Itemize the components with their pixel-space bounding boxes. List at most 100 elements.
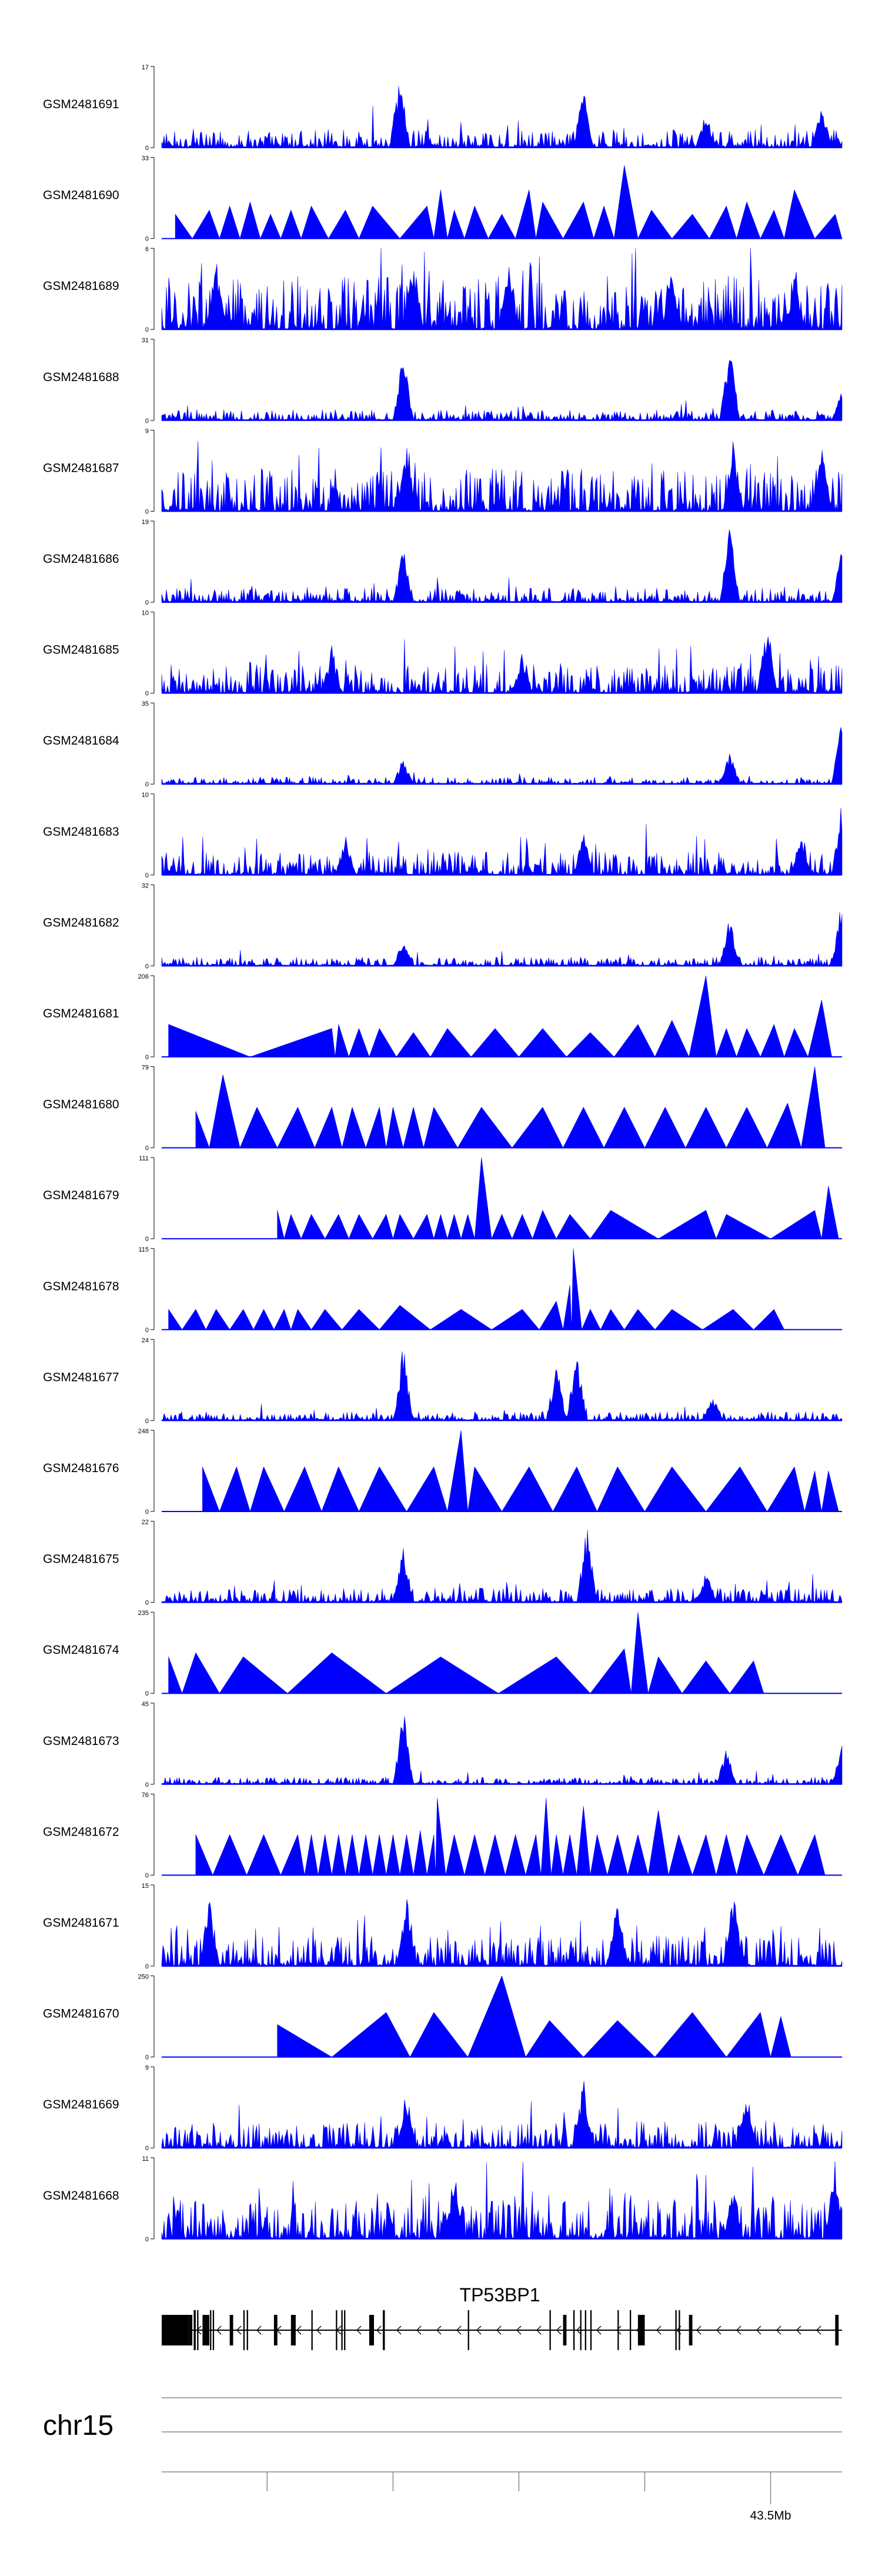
- y-min-label: 0: [145, 1327, 149, 1334]
- exon-block: [341, 2310, 343, 2350]
- exon-block: [290, 2315, 296, 2345]
- exon-block: [835, 2315, 839, 2345]
- strand-arrow-icon: [756, 2325, 761, 2335]
- strand-arrow-icon: [616, 2325, 622, 2335]
- exon-block: [617, 2310, 619, 2350]
- y-max-label: 19: [142, 519, 149, 526]
- signal-area: [161, 807, 843, 876]
- y-max-label: 31: [142, 337, 149, 344]
- exon-block: [197, 2310, 199, 2350]
- y-min-label: 0: [145, 1781, 149, 1788]
- strand-arrow-icon: [356, 2325, 362, 2335]
- exon-block: [311, 2310, 313, 2350]
- strand-arrow-icon: [476, 2325, 482, 2335]
- track-GSM2481677: GSM2481677 24 0: [43, 1337, 843, 1424]
- strand-arrow-icon: [316, 2325, 322, 2335]
- y-min-label: 0: [145, 963, 149, 970]
- y-min-label: 0: [145, 2145, 149, 2152]
- track-GSM2481684: GSM2481684 35 0: [43, 700, 843, 788]
- strand-arrow-icon: [216, 2325, 222, 2335]
- gene-name: TP53BP1: [460, 2284, 540, 2305]
- exon-block: [563, 2315, 567, 2345]
- track-label: GSM2481672: [43, 1825, 119, 1838]
- track-GSM2481672: GSM2481672 76 0: [43, 1791, 843, 1879]
- y-max-label: 24: [142, 1337, 149, 1344]
- signal-area: [161, 1530, 843, 1603]
- signal-area: [161, 727, 843, 785]
- y-max-label: 9: [145, 428, 149, 435]
- y-max-label: 22: [142, 1519, 149, 1526]
- strand-arrow-icon: [396, 2325, 402, 2335]
- strand-arrow-icon: [596, 2325, 602, 2335]
- track-GSM2481690: GSM2481690 33 0: [43, 155, 843, 243]
- track-GSM2481679: GSM2481679 111 0: [43, 1155, 843, 1243]
- y-max-label: 235: [138, 1610, 149, 1617]
- exon-block: [369, 2315, 374, 2345]
- signal-tracks: GSM2481691170GSM2481690330GSM248168960GS…: [43, 64, 843, 2243]
- track-GSM2481671: GSM2481671 15 0: [43, 1883, 843, 1970]
- exon-block: [344, 2310, 346, 2350]
- track-GSM2481681: GSM2481681 206 0: [43, 973, 843, 1061]
- track-label: GSM2481690: [43, 189, 119, 202]
- signal-area: [161, 1798, 843, 1876]
- exon-block: [210, 2310, 212, 2350]
- exon-block: [675, 2310, 677, 2350]
- chromosome-label: chr15: [43, 2410, 113, 2441]
- signal-area: [161, 529, 843, 603]
- signal-area: [161, 441, 843, 512]
- y-max-label: 111: [139, 1155, 149, 1162]
- y-max-label: 10: [142, 792, 149, 799]
- track-label: GSM2481676: [43, 1461, 119, 1475]
- y-max-label: 206: [138, 973, 149, 980]
- track-label: GSM2481691: [43, 98, 119, 111]
- strand-arrow-icon: [436, 2325, 442, 2335]
- signal-area: [161, 1611, 843, 1694]
- signal-area: [161, 1066, 843, 1148]
- y-max-label: 33: [142, 155, 149, 162]
- y-min-label: 0: [145, 599, 149, 606]
- exon-block: [229, 2315, 233, 2345]
- track-GSM2481682: GSM2481682 32 0: [43, 882, 843, 970]
- signal-area: [161, 912, 843, 966]
- exon-block: [273, 2315, 278, 2345]
- track-label: GSM2481675: [43, 1553, 119, 1566]
- track-label: GSM2481674: [43, 1643, 119, 1657]
- y-max-label: 35: [142, 700, 149, 708]
- y-min-label: 0: [145, 508, 149, 515]
- strand-arrow-icon: [796, 2325, 801, 2335]
- track-label: GSM2481668: [43, 2189, 119, 2203]
- exon-block: [193, 2310, 196, 2350]
- signal-area: [161, 636, 843, 693]
- strand-arrow-icon: [696, 2325, 701, 2335]
- track-label: GSM2481669: [43, 2098, 119, 2111]
- track-label: GSM2481684: [43, 734, 119, 748]
- track-GSM2481691: GSM2481691 17 0: [43, 64, 843, 152]
- y-min-label: 0: [145, 2054, 149, 2061]
- y-min-label: 0: [145, 326, 149, 333]
- strand-arrow-icon: [236, 2325, 242, 2335]
- strand-arrow-icon: [656, 2325, 662, 2335]
- y-min-label: 0: [145, 1417, 149, 1424]
- exon-block: [243, 2310, 245, 2350]
- signal-area: [161, 975, 843, 1057]
- exon-block: [549, 2310, 551, 2350]
- y-min-label: 0: [145, 1690, 149, 1697]
- signal-area: [161, 1430, 843, 1512]
- signal-area: [161, 360, 843, 421]
- exon-block: [246, 2310, 248, 2350]
- y-max-label: 11: [142, 2155, 149, 2163]
- strand-arrow-icon: [256, 2325, 262, 2335]
- track-GSM2481689: GSM2481689 6 0: [43, 246, 843, 333]
- strand-arrow-icon: [556, 2325, 562, 2335]
- strand-arrow-icon: [516, 2325, 522, 2335]
- y-min-label: 0: [145, 418, 149, 425]
- y-min-label: 0: [145, 781, 149, 788]
- track-GSM2481673: GSM2481673 45 0: [43, 1701, 843, 1788]
- strand-arrow-icon: [716, 2325, 721, 2335]
- y-min-label: 0: [145, 1872, 149, 1879]
- y-max-label: 9: [145, 2064, 149, 2071]
- y-max-label: 248: [138, 1428, 149, 1435]
- y-max-label: 250: [138, 1974, 149, 1981]
- strand-arrow-icon: [496, 2325, 502, 2335]
- chromosome-axis: chr15 43.5Mb: [43, 2397, 842, 2522]
